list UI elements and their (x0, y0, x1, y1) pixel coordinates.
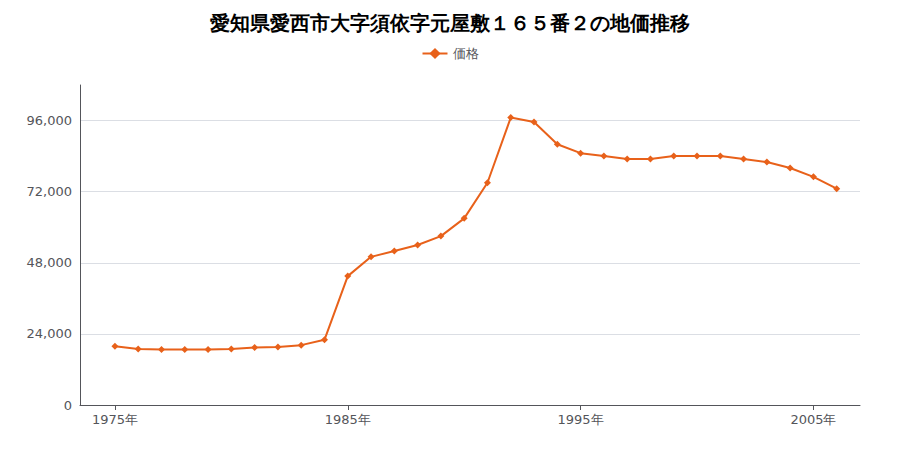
svg-text:72,000: 72,000 (27, 184, 73, 199)
svg-text:0: 0 (64, 398, 72, 413)
svg-text:48,000: 48,000 (27, 255, 73, 270)
svg-text:96,000: 96,000 (27, 113, 73, 128)
svg-text:1985年: 1985年 (325, 412, 371, 427)
svg-text:1995年: 1995年 (558, 412, 604, 427)
svg-text:24,000: 24,000 (27, 326, 73, 341)
svg-text:愛知県愛西市大字須依字元屋敷１６５番２の地価推移: 愛知県愛西市大字須依字元屋敷１６５番２の地価推移 (210, 11, 690, 35)
svg-text:1975年: 1975年 (92, 412, 138, 427)
svg-text:価格: 価格 (453, 46, 479, 61)
svg-text:2005年: 2005年 (790, 412, 836, 427)
